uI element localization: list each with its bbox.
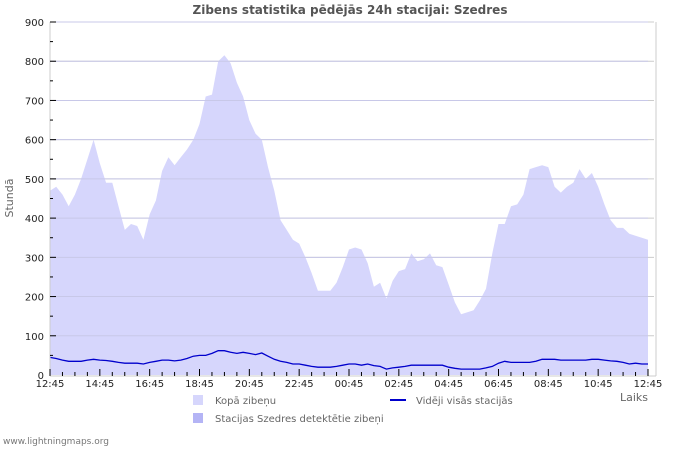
legend-swatch <box>193 413 203 423</box>
y-tick-label: 100 <box>25 332 44 343</box>
y-tick-label: 600 <box>25 136 44 147</box>
legend-label: Vidēji visās stacijās <box>416 396 513 407</box>
x-tick-label: 02:45 <box>384 379 413 390</box>
y-axis-title: Stundā <box>3 179 16 218</box>
y-tick-label: 800 <box>25 57 44 68</box>
x-tick-label: 22:45 <box>285 379 314 390</box>
average-line <box>49 350 648 370</box>
x-tick-label: 10:45 <box>584 379 613 390</box>
x-tick-label: 16:45 <box>135 379 164 390</box>
x-tick-label: 08:45 <box>534 379 563 390</box>
legend-swatch <box>193 395 203 405</box>
total-lightning-area <box>50 55 648 376</box>
y-tick-label: 500 <box>25 175 44 186</box>
y-tick-label: 900 <box>25 18 44 29</box>
legend: Kopā zibeņu Stacijas Szedres detektētie z… <box>193 395 513 425</box>
y-axis-ticks: 0 100 200 300 400 500 600 700 800 900 <box>25 18 56 382</box>
x-tick-label: 06:45 <box>484 379 513 390</box>
x-tick-label: 14:45 <box>85 379 114 390</box>
x-tick-label: 04:45 <box>434 379 463 390</box>
y-tick-label: 700 <box>25 96 44 107</box>
y-tick-label: 400 <box>25 214 44 225</box>
legend-label: Stacijas Szedres detektētie zibeņi <box>215 414 384 425</box>
x-tick-label: 12:45 <box>36 379 65 390</box>
x-tick-label: 12:45 <box>634 379 663 390</box>
watermark: www.lightningmaps.org <box>3 437 109 447</box>
y-tick-label: 300 <box>25 253 44 264</box>
legend-label: Kopā zibeņu <box>215 396 276 407</box>
x-axis-ticks: 12:45 14:45 16:45 18:45 20:45 22:45 00:45 02:45… <box>36 369 663 390</box>
plot-series <box>49 21 648 376</box>
x-axis-title: Laiks <box>620 391 648 404</box>
x-tick-label: 00:45 <box>335 379 364 390</box>
y-tick-label: 0 <box>38 371 44 382</box>
y-tick-label: 200 <box>25 293 44 304</box>
x-tick-label: 18:45 <box>185 379 214 390</box>
chart-title: Zibens statistika pēdējās 24h stacijai: … <box>192 3 508 17</box>
x-tick-label: 20:45 <box>235 379 264 390</box>
